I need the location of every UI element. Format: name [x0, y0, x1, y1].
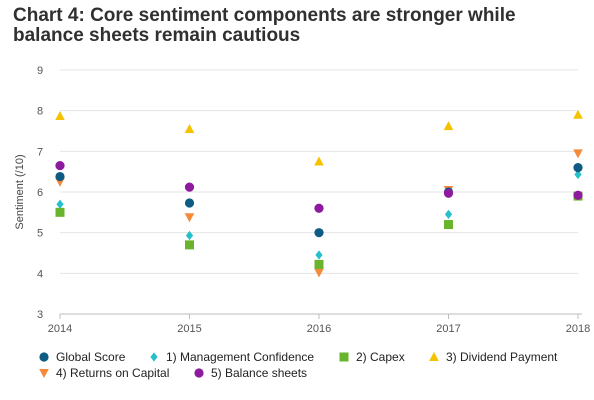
data-point [314, 203, 324, 213]
legend-marker-shape [339, 352, 349, 362]
data-point [573, 149, 583, 159]
series-6 [55, 160, 583, 213]
series-4 [55, 109, 583, 166]
data-point [444, 209, 453, 219]
legend-marker [39, 369, 49, 378]
legend-marker [194, 368, 204, 378]
data-point [573, 109, 583, 119]
series-2 [56, 169, 582, 260]
data-point [314, 259, 324, 269]
y-axis-label: Sentiment (/10) [14, 154, 26, 229]
legend-label: 3) Dividend Payment [446, 350, 558, 364]
legend-marker-shape [194, 368, 204, 378]
data-point [185, 240, 194, 250]
data-point [314, 156, 324, 166]
data-point [185, 230, 194, 241]
legend-marker-shape [39, 352, 49, 362]
legend-marker [150, 352, 158, 362]
legend-item: 3) Dividend Payment [428, 350, 557, 364]
chart-title: Chart 4: Core sentiment components are s… [13, 5, 516, 46]
legend-label: 2) Capex [356, 350, 405, 364]
data-point [55, 207, 65, 217]
series-1 [55, 163, 583, 238]
data-point [184, 182, 195, 192]
legend-label: 1) Management Confidence [166, 350, 315, 364]
y-tick-label: 6 [37, 187, 43, 199]
data-point [444, 220, 453, 230]
legend-marker [339, 352, 349, 362]
legend-marker [429, 352, 439, 361]
y-tick-label: 4 [37, 268, 43, 280]
legend-item: Global Score [38, 350, 125, 364]
data-point [56, 199, 64, 209]
y-tick-label: 8 [37, 106, 43, 118]
y-tick-label: 7 [37, 146, 43, 158]
x-tick-label: 2015 [177, 323, 201, 335]
legend-item: 1) Management Confidence [148, 350, 314, 364]
data-point [443, 121, 454, 131]
x-tick-label: 2018 [566, 323, 590, 335]
legend-item: 2) Capex [338, 350, 405, 364]
legend-item: 5) Balance sheets [193, 366, 307, 380]
data-point [184, 198, 195, 208]
legend-label: 4) Returns on Capital [56, 366, 170, 380]
data-marks [55, 109, 583, 278]
x-tick-label: 2017 [436, 323, 460, 335]
y-tick-label: 3 [37, 309, 43, 321]
data-point [55, 160, 65, 171]
axes: 3 4 5 6 7 8 9 2014 2015 2016 2017 2018 Sentiment (/1… [14, 65, 590, 335]
legend-marker-shape [150, 352, 158, 362]
chart-title-wrap: Chart 4: Core sentiment components are s… [13, 6, 583, 46]
data-point [573, 163, 583, 173]
data-point [574, 169, 582, 180]
x-tick-label: 2016 [307, 323, 331, 335]
y-tick-label: 9 [37, 65, 43, 77]
data-point [314, 228, 324, 238]
data-point [184, 123, 195, 133]
data-point [443, 188, 454, 198]
legend-marker-shape [39, 369, 49, 378]
data-point [55, 171, 65, 182]
legend-marker-shape [429, 352, 439, 361]
legend-label: 5) Balance sheets [211, 366, 308, 380]
data-point [55, 110, 65, 120]
grid-lines [60, 69, 578, 274]
x-tick-label: 2014 [48, 323, 72, 335]
data-point [184, 213, 195, 223]
data-point [314, 268, 324, 278]
legend-marker [39, 352, 49, 362]
legend-item: 4) Returns on Capital [38, 366, 169, 380]
data-point [573, 190, 583, 200]
data-point [315, 250, 323, 260]
legend-label: Global Score [56, 350, 126, 364]
y-tick-label: 5 [37, 228, 43, 240]
